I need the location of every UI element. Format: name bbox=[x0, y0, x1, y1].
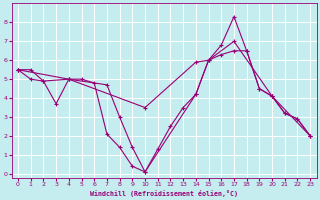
X-axis label: Windchill (Refroidissement éolien,°C): Windchill (Refroidissement éolien,°C) bbox=[90, 190, 238, 197]
